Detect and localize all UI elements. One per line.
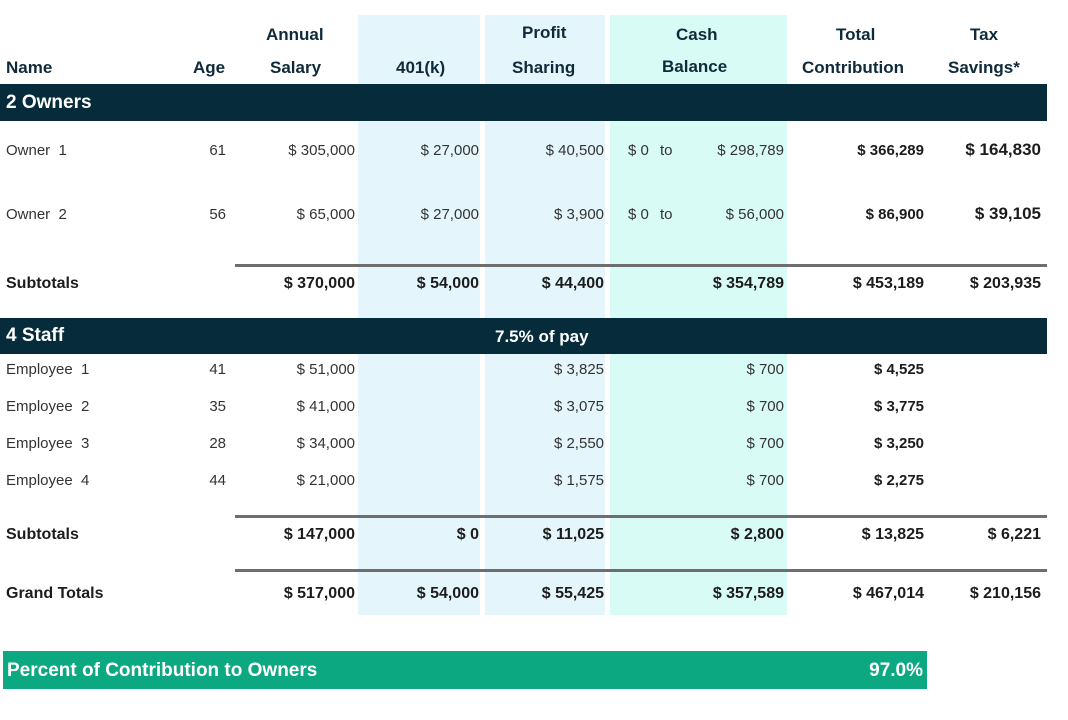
- employee-age: 35: [209, 398, 226, 415]
- owner-name: Owner 2: [6, 206, 67, 223]
- owners-section-band: 2 Owners: [0, 84, 1047, 121]
- percent-to-owners-value: 97.0%: [869, 660, 923, 681]
- percent-to-owners-label: Percent of Contribution to Owners: [7, 660, 318, 681]
- subtotal-cash: $ 354,789: [712, 275, 784, 292]
- owner-salary: $ 305,000: [288, 142, 355, 159]
- subtotal-total: $ 453,189: [852, 275, 924, 292]
- employee-profit: $ 2,550: [553, 435, 604, 452]
- subtotal-tax: $ 6,221: [987, 526, 1041, 543]
- owners-section-label: 2 Owners: [6, 92, 92, 113]
- table-row: Employee 2 35 $ 41,000 $ 3,075 $ 700 $ 3…: [0, 396, 1068, 418]
- table-row: Employee 3 28 $ 34,000 $ 2,550 $ 700 $ 3…: [0, 433, 1068, 455]
- employee-total: $ 3,250: [873, 435, 924, 452]
- employee-name: Employee 3: [6, 435, 90, 452]
- header-profit-top: Profit: [522, 23, 567, 42]
- owner-total: $ 86,900: [865, 206, 924, 223]
- owner-profit: $ 40,500: [545, 142, 604, 159]
- owners-subtotal-divider: [235, 264, 1047, 267]
- staff-contribution-note: 7.5% of pay: [495, 327, 589, 346]
- subtotal-profit: $ 44,400: [541, 275, 604, 292]
- subtotal-salary: $ 370,000: [283, 275, 355, 292]
- subtotal-salary: $ 147,000: [283, 526, 355, 543]
- owner-tax: $ 39,105: [974, 204, 1041, 223]
- employee-age: 44: [209, 472, 226, 489]
- grand-total-salary: $ 517,000: [283, 585, 355, 602]
- header-total-top: Total: [836, 25, 876, 44]
- subtotal-cash: $ 2,800: [730, 526, 784, 543]
- employee-cash: $ 700: [746, 435, 784, 452]
- owner-401k: $ 27,000: [420, 206, 479, 223]
- employee-cash: $ 700: [746, 472, 784, 489]
- header-name: Name: [6, 58, 53, 77]
- header-tax-bottom: Savings*: [948, 58, 1020, 77]
- subtotal-total: $ 13,825: [861, 526, 924, 543]
- owner-profit: $ 3,900: [553, 206, 604, 223]
- subtotal-label: Subtotals: [6, 526, 79, 543]
- table-row: Owner 2 56 $ 65,000 $ 27,000 $ 3,900 $ 0…: [0, 204, 1068, 226]
- table-row: Employee 1 41 $ 51,000 $ 3,825 $ 700 $ 4…: [0, 359, 1068, 381]
- employee-name: Employee 1: [6, 361, 90, 378]
- employee-name: Employee 2: [6, 398, 90, 415]
- subtotal-label: Subtotals: [6, 275, 79, 292]
- subtotal-profit: $ 11,025: [542, 526, 604, 543]
- employee-salary: $ 51,000: [296, 361, 355, 378]
- header-salary-top: Annual: [266, 25, 324, 44]
- subtotal-401k: $ 54,000: [416, 275, 479, 292]
- employee-total: $ 2,275: [873, 472, 924, 489]
- grand-total-401k: $ 54,000: [416, 585, 479, 602]
- percent-to-owners-bar: Percent of Contribution to Owners 97.0%: [3, 651, 927, 689]
- owner-cash-to-word: to: [660, 206, 673, 223]
- employee-total: $ 4,525: [873, 361, 924, 378]
- subtotal-401k: $ 0: [456, 526, 479, 543]
- employee-salary: $ 21,000: [296, 472, 355, 489]
- header-profit-bottom: Sharing: [512, 58, 576, 77]
- header-cash-top: Cash: [676, 25, 718, 44]
- header-salary-bottom: Salary: [270, 58, 322, 77]
- staff-section-label: 4 Staff: [6, 325, 65, 346]
- subtotal-tax: $ 203,935: [969, 275, 1041, 292]
- table-row: Owner 1 61 $ 305,000 $ 27,000 $ 40,500 $…: [0, 140, 1068, 162]
- grand-total-profit: $ 55,425: [541, 585, 604, 602]
- owners-subtotal-row: Subtotals $ 370,000 $ 54,000 $ 44,400 $ …: [0, 273, 1068, 295]
- employee-profit: $ 1,575: [553, 472, 604, 489]
- employee-name: Employee 4: [6, 472, 90, 489]
- grand-total-total: $ 467,014: [852, 585, 924, 602]
- owner-salary: $ 65,000: [296, 206, 355, 223]
- grand-total-tax: $ 210,156: [969, 585, 1041, 602]
- staff-subtotal-row: Subtotals $ 147,000 $ 0 $ 11,025 $ 2,800…: [0, 524, 1068, 546]
- header-401k: 401(k): [396, 58, 446, 77]
- grand-total-row: Grand Totals $ 517,000 $ 54,000 $ 55,425…: [0, 583, 1068, 605]
- owner-cash-to-word: to: [660, 142, 673, 159]
- owner-tax: $ 164,830: [965, 140, 1041, 159]
- grand-total-divider: [235, 569, 1047, 572]
- grand-total-cash: $ 357,589: [712, 585, 784, 602]
- employee-profit: $ 3,825: [553, 361, 604, 378]
- owner-cash-from: $ 0: [628, 206, 649, 223]
- employee-cash: $ 700: [746, 361, 784, 378]
- grand-total-label: Grand Totals: [6, 585, 104, 602]
- employee-age: 28: [209, 435, 226, 452]
- employee-total: $ 3,775: [873, 398, 924, 415]
- owner-age: 56: [209, 206, 226, 223]
- staff-subtotal-divider: [235, 515, 1047, 518]
- owner-cash-to: $ 56,000: [725, 206, 784, 223]
- table-row: Employee 4 44 $ 21,000 $ 1,575 $ 700 $ 2…: [0, 470, 1068, 492]
- employee-salary: $ 41,000: [296, 398, 355, 415]
- owner-total: $ 366,289: [857, 142, 924, 159]
- employee-salary: $ 34,000: [296, 435, 355, 452]
- header-age: Age: [193, 58, 226, 77]
- header-cash-bottom: Balance: [662, 57, 728, 76]
- header-tax-top: Tax: [970, 25, 999, 44]
- owner-401k: $ 27,000: [420, 142, 479, 159]
- employee-age: 41: [209, 361, 226, 378]
- header-total-bottom: Contribution: [802, 58, 904, 77]
- owner-cash-to: $ 298,789: [717, 142, 784, 159]
- owner-cash-from: $ 0: [628, 142, 649, 159]
- owner-name: Owner 1: [6, 142, 67, 159]
- employee-cash: $ 700: [746, 398, 784, 415]
- staff-section-band: 4 Staff 7.5% of pay: [0, 318, 1047, 354]
- employee-profit: $ 3,075: [553, 398, 604, 415]
- owner-age: 61: [209, 142, 226, 159]
